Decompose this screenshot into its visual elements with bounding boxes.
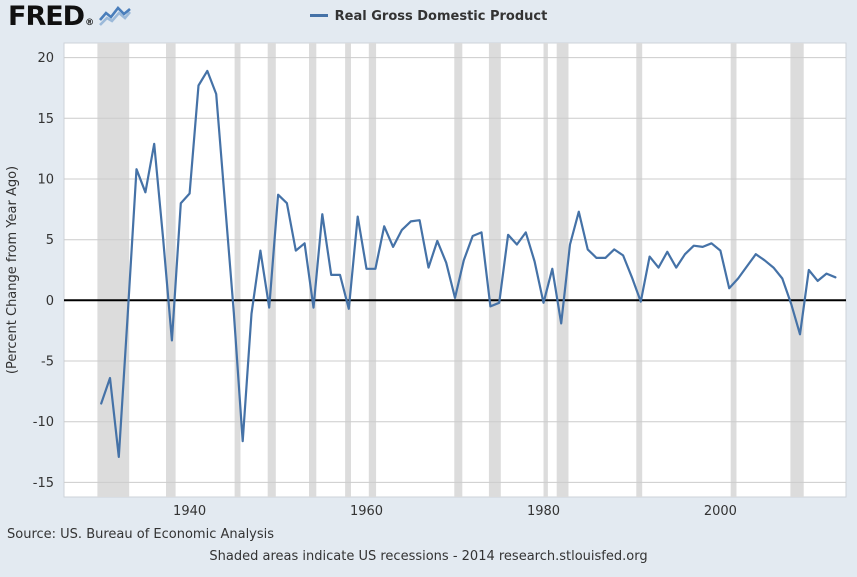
recession-band <box>556 43 569 497</box>
gdp-line <box>100 69 837 458</box>
recession-band <box>166 43 176 497</box>
fred-logo: FRED ® <box>8 3 132 30</box>
recession-band <box>345 43 351 497</box>
x-tick-label: 1980 <box>527 504 560 519</box>
y-tick-label: 5 <box>46 233 54 248</box>
recession-note: Shaded areas indicate US recessions - 20… <box>209 549 648 564</box>
recession-band <box>730 43 737 497</box>
y-axis-title: (Percent Change from Year Ago) <box>5 166 20 374</box>
x-tick-label: 1960 <box>350 504 383 519</box>
y-tick-label: 0 <box>46 294 54 309</box>
y-tick-label: -15 <box>33 476 54 491</box>
fred-logo-graph-icon <box>99 5 132 26</box>
recession-band <box>368 43 377 497</box>
gdp-line-chart: 20 15 10 5 0 -5 -10 -15 1940 1960 1980 2000 (Percen… <box>5 42 847 519</box>
recession-band <box>790 43 804 497</box>
recession-band <box>97 43 130 497</box>
y-tick-label: 15 <box>37 112 54 127</box>
chart-header: FRED ® Real Gross Domestic Product <box>0 0 857 35</box>
recession-band <box>309 43 317 497</box>
x-tick-label: 1940 <box>173 504 206 519</box>
recession-band <box>636 43 643 497</box>
registered-trademark-mark: ® <box>85 18 95 28</box>
recession-band <box>543 43 548 497</box>
x-tick-label: 2000 <box>704 504 737 519</box>
y-tick-label: 10 <box>37 173 54 188</box>
recession-band <box>488 43 501 497</box>
legend-series-label: Real Gross Domestic Product <box>334 9 548 24</box>
legend: Real Gross Domestic Product <box>0 9 857 24</box>
recession-band <box>454 43 463 497</box>
source-note: Source: US. Bureau of Economic Analysis <box>7 527 275 542</box>
y-tick-label: -10 <box>33 415 54 430</box>
recession-band <box>234 43 241 497</box>
legend-line-swatch <box>309 14 328 17</box>
y-tick-label: -5 <box>41 355 54 370</box>
fred-logo-text: FRED <box>8 1 85 32</box>
y-tick-label: 20 <box>37 51 54 66</box>
